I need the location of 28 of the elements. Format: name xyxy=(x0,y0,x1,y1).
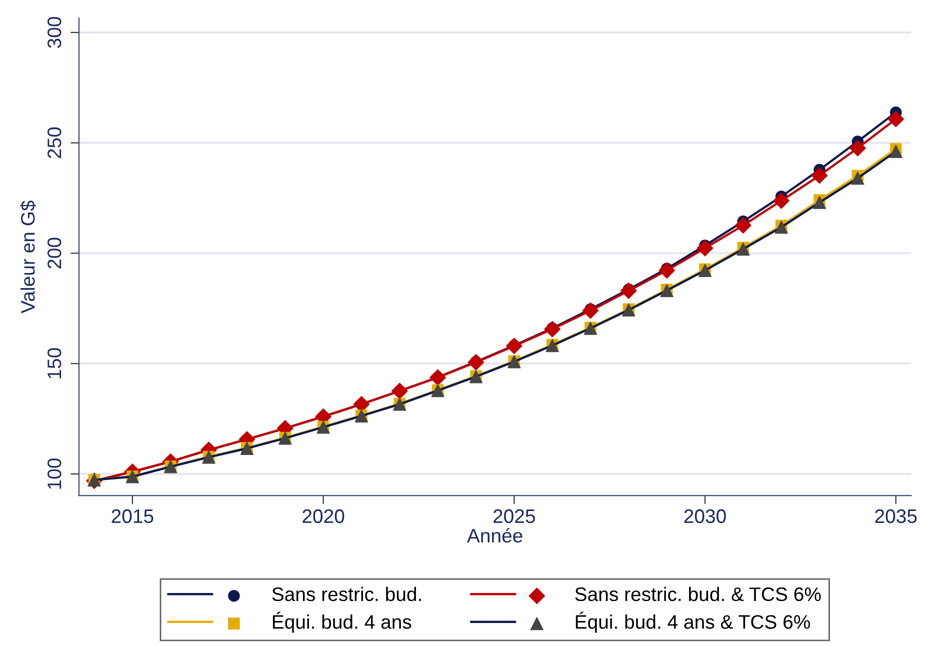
y-tick-label: 150 xyxy=(47,348,62,378)
y-tick-label: 300 xyxy=(47,17,62,48)
point xyxy=(620,282,637,299)
point xyxy=(696,240,714,256)
point xyxy=(889,144,902,158)
x-tick-label: 2015 xyxy=(112,509,154,524)
point xyxy=(582,302,599,319)
y-tick-label: 100 xyxy=(47,458,62,489)
x-tick-label: 2030 xyxy=(684,509,726,524)
point xyxy=(468,354,484,370)
y-axis-title: Valeur en G$ xyxy=(20,200,36,314)
point xyxy=(888,110,904,128)
point xyxy=(851,172,864,185)
y-tick-label: 250 xyxy=(47,127,62,158)
point xyxy=(506,338,522,354)
x-tick-label: 2020 xyxy=(302,509,344,524)
point xyxy=(391,382,408,400)
x-tick-label: 2035 xyxy=(875,509,917,524)
point xyxy=(812,196,826,210)
y-tick-label: 200 xyxy=(47,238,62,268)
point xyxy=(430,369,446,386)
legend-label: Équi. bud. 4 ans & TCS 6% xyxy=(576,612,810,633)
x-tick-label: 2025 xyxy=(494,509,535,524)
x-axis-title: Année xyxy=(466,528,522,543)
legend-label: Sans restric. bud. xyxy=(272,586,421,602)
point xyxy=(544,320,561,338)
legend-label: Sans restric. bud. & TCS 6% xyxy=(575,586,821,602)
legend-label: Équi. bud. 4 ans xyxy=(272,612,412,633)
